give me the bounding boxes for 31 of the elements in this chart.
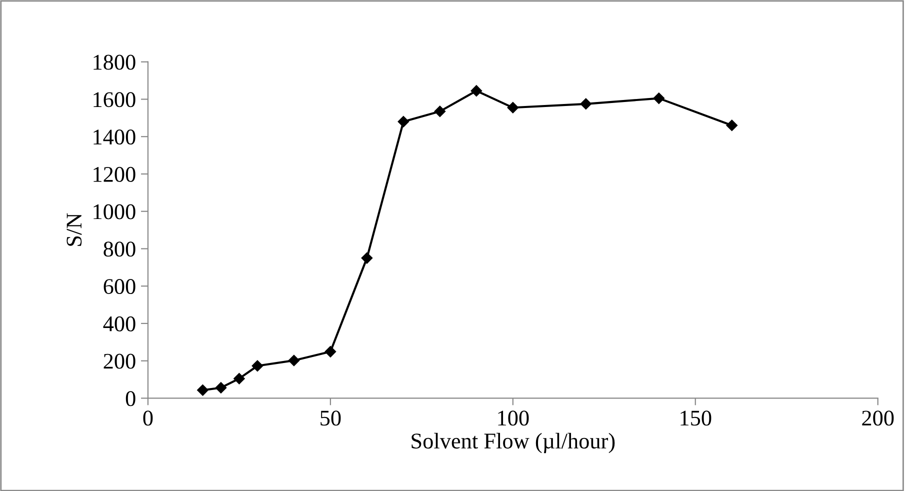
y-tick-label: 200 — [104, 354, 136, 369]
x-tick-label: 100 — [498, 410, 529, 426]
x-tick-label: 150 — [680, 410, 712, 426]
point — [197, 384, 208, 396]
y-axis-title: S/N — [66, 213, 82, 246]
y-tick-label: 0 — [126, 391, 136, 406]
x-tick-label: 0 — [143, 410, 153, 426]
point — [324, 346, 336, 358]
y-tick-label: 800 — [104, 242, 136, 257]
point — [398, 116, 410, 128]
point — [434, 106, 446, 117]
x-axis-title: Solvent Flow (µl/hour) — [412, 432, 615, 454]
point — [252, 360, 264, 372]
point — [580, 98, 592, 110]
point — [470, 85, 482, 96]
point — [507, 102, 519, 114]
point — [361, 252, 373, 264]
y-tick-label: 600 — [104, 279, 136, 294]
point — [288, 354, 300, 366]
point — [653, 92, 664, 104]
x-tick-label: 200 — [862, 410, 894, 426]
point — [726, 120, 738, 131]
y-tick-label: 1600 — [94, 92, 136, 108]
y-tick-label: 1400 — [94, 130, 136, 145]
point — [234, 372, 245, 384]
y-tick-label: 1200 — [94, 166, 136, 182]
point — [215, 382, 227, 394]
y-tick-label: 1000 — [94, 204, 136, 220]
x-tick-label: 50 — [320, 410, 341, 426]
y-tick-label: 400 — [103, 316, 136, 332]
y-tick-label: 1800 — [94, 54, 136, 70]
